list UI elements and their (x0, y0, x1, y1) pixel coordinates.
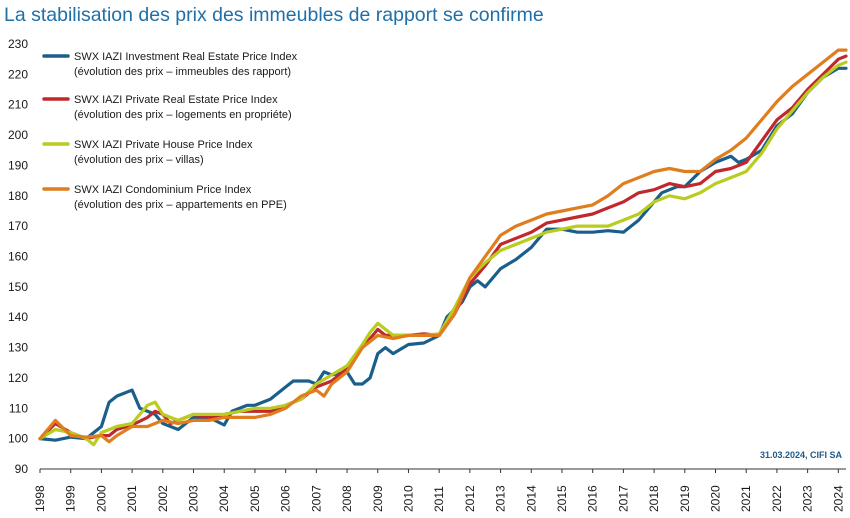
y-tick-label: 100 (8, 432, 28, 446)
x-tick-label: 2014 (524, 485, 538, 512)
legend-sublabel: (évolution des prix – logements en propr… (74, 109, 292, 121)
y-tick-label: 170 (8, 219, 28, 233)
x-tick-label: 2008 (340, 485, 354, 512)
legend-label: SWX IAZI Condominium Price Index (74, 184, 252, 196)
x-tick-label: 2020 (709, 485, 723, 512)
x-tick-label: 2005 (248, 485, 262, 512)
x-tick-label: 1999 (64, 485, 78, 512)
chart-title: La stabilisation des prix des immeubles … (4, 4, 544, 26)
x-tick-label: 2007 (309, 485, 323, 512)
legend-sublabel: (évolution des prix – immeubles des rapp… (74, 66, 291, 78)
series-line-4 (38, 48, 848, 444)
x-tick-label: 2019 (678, 485, 692, 512)
x-tick-label: 2001 (125, 485, 139, 512)
x-tick-label: 2017 (616, 485, 630, 512)
x-tick-label: 2015 (555, 485, 569, 512)
y-tick-label: 140 (8, 310, 28, 324)
x-tick-label: 2016 (586, 485, 600, 512)
x-tick-label: 2006 (279, 485, 293, 512)
x-axis: 1998 1999 2000 2001 2002 2003 2004 2005 2006 2007… (33, 468, 846, 512)
legend: SWX IAZI Investment Real Estate Price In… (42, 51, 298, 211)
x-tick-label: 2018 (647, 485, 661, 512)
x-tick-label: 2012 (463, 485, 477, 512)
legend-sublabel: (évolution des prix – appartements en PP… (74, 199, 287, 211)
x-tick-label: 2024 (831, 485, 845, 512)
x-tick-label: 2022 (770, 485, 784, 512)
x-tick-label: 2013 (494, 485, 508, 512)
legend-label: SWX IAZI Investment Real Estate Price In… (74, 51, 298, 63)
y-tick-label: 160 (8, 250, 28, 264)
x-tick-label: 1998 (33, 485, 47, 512)
y-tick-label: 180 (8, 189, 28, 203)
y-tick-label: 90 (15, 462, 29, 476)
legend-sublabel: (évolution des prix – villas) (74, 154, 204, 166)
x-tick-label: 2009 (371, 485, 385, 512)
x-tick-label: 2000 (94, 485, 108, 512)
source-note: 31.03.2024, CIFI SA (760, 450, 843, 460)
y-tick-label: 110 (9, 401, 28, 415)
y-tick-label: 200 (8, 128, 28, 142)
x-tick-label: 2011 (432, 486, 446, 512)
y-tick-label: 130 (8, 341, 28, 355)
legend-label: SWX IAZI Private Real Estate Price Index (74, 94, 278, 106)
x-tick-label: 2004 (217, 485, 231, 512)
x-tick-label: 2002 (156, 485, 170, 512)
y-tick-label: 150 (8, 280, 28, 294)
series-line-1 (38, 66, 848, 442)
y-tick-label: 210 (8, 98, 28, 112)
y-tick-label: 120 (8, 371, 28, 385)
x-tick-label: 2023 (801, 485, 815, 512)
x-tick-label: 2021 (739, 485, 753, 512)
y-tick-label: 230 (8, 37, 28, 51)
y-tick-label: 190 (8, 158, 28, 172)
y-tick-label: 220 (8, 67, 28, 81)
x-tick-label: 2003 (187, 485, 201, 512)
series-lines (38, 48, 848, 447)
legend-label: SWX IAZI Private House Price Index (74, 139, 253, 151)
y-axis: 90 100 110 120 130 140 150 160 170 180 190 200 210 22… (8, 37, 28, 476)
x-tick-label: 2010 (401, 485, 415, 512)
